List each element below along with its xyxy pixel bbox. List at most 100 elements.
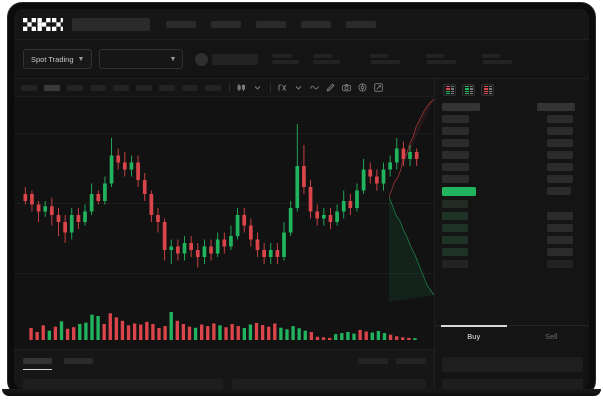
orderbook-ask-row-amount[interactable] xyxy=(547,151,573,159)
orderbook[interactable] xyxy=(435,101,589,323)
settings-icon[interactable] xyxy=(358,83,367,92)
orderbook-bid-row[interactable] xyxy=(442,260,468,268)
timeframe-button-6[interactable] xyxy=(136,84,152,91)
timeframe-button-8[interactable] xyxy=(182,84,198,91)
camera-icon[interactable] xyxy=(342,83,351,92)
orderbook-bid-row[interactable] xyxy=(442,200,468,208)
nav-item-5[interactable] xyxy=(346,20,376,28)
chart-gridline xyxy=(14,273,434,274)
bottom-card-right[interactable] xyxy=(232,379,426,389)
chevron-down-icon: ▼ xyxy=(169,55,177,63)
orderbook-ask-row[interactable] xyxy=(442,163,469,171)
device-base-bar xyxy=(2,389,601,396)
fullscreen-icon[interactable] xyxy=(374,83,383,92)
top-navigation-bar xyxy=(14,9,589,40)
candlestick-series xyxy=(23,124,419,268)
indicator-icon[interactable] xyxy=(278,83,287,92)
market-stat-5 xyxy=(482,53,513,65)
tab-sell[interactable]: Sell xyxy=(544,332,558,341)
orderbook-ask-row-amount[interactable] xyxy=(547,115,573,123)
chart-gridline xyxy=(14,203,434,204)
bottom-tab-1[interactable] xyxy=(23,358,52,364)
orderbook-bid-row[interactable] xyxy=(442,224,468,232)
orderbook-ask-row[interactable] xyxy=(442,115,469,123)
timeframe-button-5[interactable] xyxy=(113,84,129,91)
market-stat-2 xyxy=(313,53,341,65)
order-form xyxy=(435,347,589,389)
orderbook-ask-row[interactable] xyxy=(442,127,469,135)
bottom-action-1[interactable] xyxy=(358,358,388,364)
bottom-tab-2[interactable] xyxy=(64,358,93,364)
bottom-card-left[interactable] xyxy=(23,379,223,389)
orderbook-ask-row[interactable] xyxy=(442,151,469,159)
orderbook-asks-icon[interactable] xyxy=(481,84,494,96)
timeframe-button-3[interactable] xyxy=(67,84,83,91)
orderbook-bid-row[interactable] xyxy=(442,248,468,256)
timeframe-button-7[interactable] xyxy=(159,84,175,91)
orderbook-bid-row-amount[interactable] xyxy=(547,236,573,244)
orderbook-ask-row-amount[interactable] xyxy=(547,139,573,147)
orderbook-ask-row[interactable] xyxy=(442,139,469,147)
orderbook-last-price-row[interactable] xyxy=(442,187,476,196)
toolbar-divider xyxy=(229,83,230,92)
buy-sell-tabs: Buy Sell xyxy=(435,325,589,347)
bottom-tab-active-underline xyxy=(23,369,52,371)
volume-bar-series xyxy=(29,312,417,340)
orderbook-bid-row[interactable] xyxy=(442,212,468,220)
market-subheader: Spot Trading ▼ ▼ xyxy=(14,40,589,79)
market-stat-3 xyxy=(370,53,401,65)
nav-item-3[interactable] xyxy=(256,20,286,28)
line-wave-icon[interactable] xyxy=(310,83,319,92)
nav-links xyxy=(166,20,376,28)
orderbook-last-price-amount xyxy=(547,187,571,195)
pair-name-label xyxy=(212,53,259,65)
chevron-down-icon: ▼ xyxy=(77,55,85,63)
orderbook-bids-icon[interactable] xyxy=(462,84,475,96)
orderbook-ask-row-amount[interactable] xyxy=(547,175,573,183)
bottom-panel-actions xyxy=(358,358,426,364)
timeframe-button-9[interactable] xyxy=(205,84,221,91)
coin-avatar xyxy=(195,52,209,66)
screen: Spot Trading ▼ ▼ xyxy=(14,9,589,389)
chevron-down-icon[interactable] xyxy=(253,83,262,92)
orderbook-both-icon[interactable] xyxy=(443,84,456,96)
pair-select[interactable]: ▼ xyxy=(99,49,184,69)
orderbook-ask-row-amount[interactable] xyxy=(547,127,573,135)
toolbar-divider xyxy=(270,83,271,92)
right-column: Buy Sell xyxy=(434,79,589,389)
trading-mode-select[interactable]: Spot Trading ▼ xyxy=(23,49,93,69)
timeframe-button-2[interactable] xyxy=(44,84,60,91)
orderbook-bid-row-amount[interactable] xyxy=(547,224,573,232)
okx-logo-icon[interactable] xyxy=(23,17,63,31)
orderbook-bid-row-amount[interactable] xyxy=(547,212,573,220)
market-stat-1 xyxy=(272,53,300,65)
search-input[interactable] xyxy=(72,17,150,31)
timeframe-button-4[interactable] xyxy=(90,84,106,91)
chart-gridline xyxy=(14,133,434,134)
pencil-icon[interactable] xyxy=(326,83,335,92)
tab-buy[interactable]: Buy xyxy=(435,325,513,347)
nav-item-2[interactable] xyxy=(211,20,241,28)
bottom-panel xyxy=(14,349,434,389)
nav-item-4[interactable] xyxy=(301,20,331,28)
bottom-action-2[interactable] xyxy=(396,358,426,364)
orderbook-bid-row[interactable] xyxy=(442,236,468,244)
trading-mode-label: Spot Trading xyxy=(31,54,74,64)
price-chart[interactable] xyxy=(14,97,434,302)
volume-chart xyxy=(14,302,434,349)
orderbook-ask-row[interactable] xyxy=(442,175,469,183)
orderbook-ask-row-amount[interactable] xyxy=(547,163,573,171)
orderbook-bid-row-amount[interactable] xyxy=(547,248,573,256)
orderbook-header-right xyxy=(537,103,575,111)
order-amount-field[interactable] xyxy=(442,379,583,389)
orderbook-bid-row-amount[interactable] xyxy=(547,260,573,268)
order-price-field[interactable] xyxy=(442,357,583,372)
nav-item-1[interactable] xyxy=(166,20,196,28)
okx-logo-svg xyxy=(23,17,63,31)
chevron-down-icon[interactable] xyxy=(294,83,303,92)
depth-chart-overlay xyxy=(389,97,434,302)
orderbook-view-toggles xyxy=(443,84,494,96)
candlestick-icon[interactable] xyxy=(237,83,246,92)
timeframe-button-1[interactable] xyxy=(21,84,37,91)
